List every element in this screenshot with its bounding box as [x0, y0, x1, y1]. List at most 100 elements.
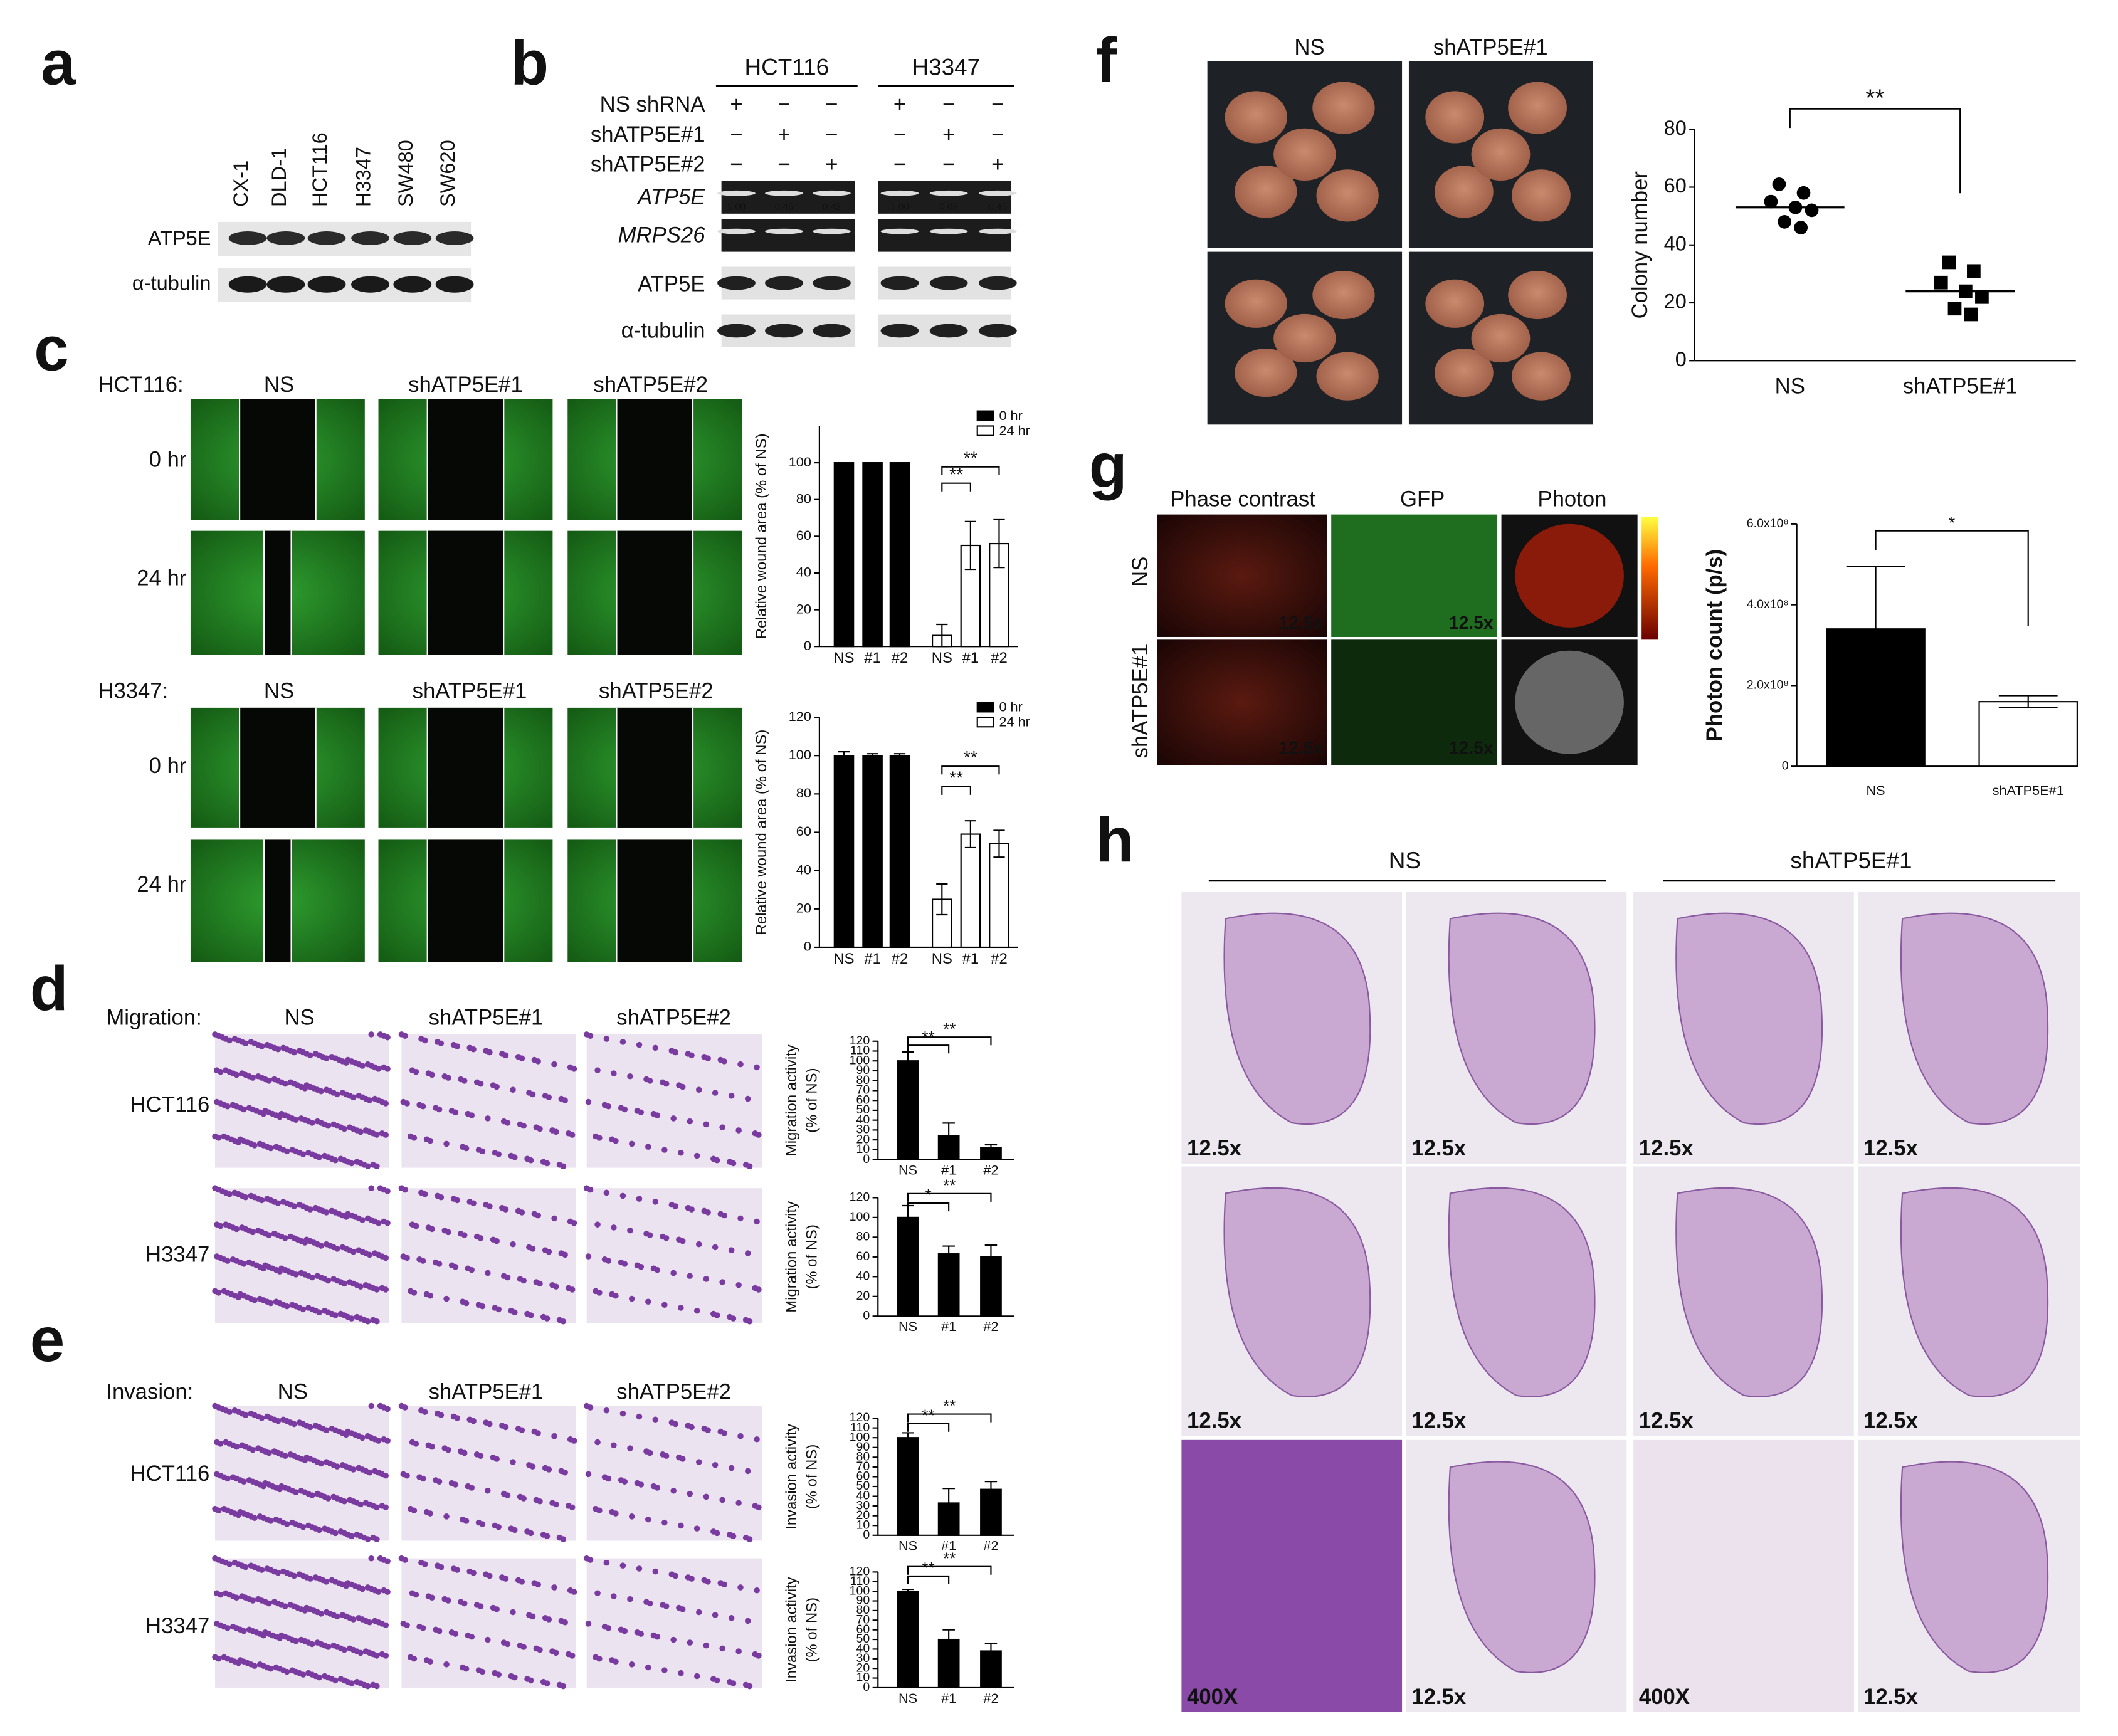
- cell: [302, 1457, 308, 1464]
- cell: [693, 1308, 700, 1314]
- cell: [461, 1449, 468, 1456]
- significance-bracket: [941, 482, 971, 492]
- panel-letter: d: [30, 954, 68, 1024]
- y-tick-label: 100: [850, 1584, 870, 1597]
- cell: [343, 1060, 349, 1066]
- lung-lobe: [1508, 270, 1567, 320]
- cell: [436, 1478, 443, 1485]
- cell: [374, 1683, 380, 1690]
- panel-letter: a: [41, 29, 76, 98]
- cell: [283, 1303, 290, 1310]
- cell: [413, 1223, 419, 1229]
- cell: [520, 1644, 527, 1650]
- cell: [535, 1058, 541, 1065]
- band: [266, 276, 305, 293]
- wound-gap: [616, 399, 693, 520]
- y-tick-label: 90: [856, 1440, 870, 1454]
- cell: [233, 1443, 240, 1450]
- cell: [282, 1603, 288, 1609]
- cell: [721, 1212, 727, 1219]
- cell: [421, 1191, 428, 1197]
- lung-lobe: [1471, 128, 1531, 181]
- cell: [334, 1463, 340, 1470]
- cell: [569, 1132, 576, 1138]
- cell: [291, 1421, 297, 1428]
- significance-label: **: [943, 1549, 956, 1567]
- cell: [436, 1261, 443, 1267]
- error-bar: [984, 1481, 998, 1498]
- wound-gap: [427, 530, 504, 655]
- y-tick-label: 100: [789, 747, 811, 762]
- y-tick-label: 70: [856, 1460, 870, 1473]
- cell: [646, 1078, 653, 1084]
- cell: [233, 1071, 240, 1078]
- cell: [384, 1066, 391, 1072]
- data-point: [1975, 290, 1989, 304]
- cell: [688, 1424, 695, 1431]
- error-bar: [867, 753, 878, 759]
- magnification-label: 12.5x: [1279, 613, 1324, 633]
- cell: [384, 1188, 391, 1194]
- cell: [596, 1290, 603, 1296]
- cell: [510, 1241, 516, 1248]
- cell: [654, 1485, 661, 1491]
- cell: [594, 1439, 601, 1446]
- cell: [318, 1460, 324, 1467]
- transwell-image: [401, 1558, 576, 1688]
- cell: [384, 1589, 391, 1595]
- cell: [728, 1247, 735, 1253]
- x-tick-label: #1: [941, 1162, 956, 1177]
- magnification-label: 12.5x: [1449, 613, 1494, 633]
- significance-bracket: [1875, 530, 2029, 626]
- condition-label: shATP5E#2: [616, 1006, 731, 1030]
- bar: [937, 1638, 960, 1689]
- sign: +: [942, 123, 955, 147]
- cell: [277, 1113, 283, 1120]
- cell: [224, 1475, 231, 1482]
- cell: [382, 1622, 389, 1629]
- cell: [585, 1253, 592, 1260]
- condition-label: shATP5E#1: [408, 373, 523, 397]
- cell: [226, 1561, 233, 1567]
- cell: [402, 1404, 408, 1411]
- cell: [553, 1649, 559, 1656]
- cell: [756, 1132, 762, 1138]
- cell: [735, 1648, 742, 1654]
- y-tick-label: 100: [850, 1053, 870, 1067]
- x-tick-label: #2: [991, 950, 1008, 967]
- condition-label: NS: [284, 1006, 314, 1030]
- y-tick-label: 100: [850, 1210, 870, 1224]
- cell: [679, 1456, 686, 1462]
- cell: [470, 1570, 477, 1576]
- cell: [627, 1227, 633, 1234]
- cell: [594, 1221, 601, 1228]
- cell: [661, 1519, 668, 1526]
- y-tick-label: 0: [1675, 348, 1687, 371]
- cell: [375, 1589, 382, 1595]
- cell: [495, 1671, 502, 1678]
- cell: [242, 1040, 249, 1046]
- treatment-label: NS shRNA: [600, 93, 706, 117]
- magnification-label: 12.5x: [1863, 1685, 1919, 1709]
- cell: [419, 1625, 426, 1631]
- cell-line-label: H3347: [145, 1243, 209, 1266]
- cell: [696, 1609, 702, 1616]
- cell: [384, 1438, 391, 1444]
- gel-row-label: MRPS26: [618, 223, 706, 247]
- condition-label: NS: [278, 1381, 308, 1404]
- wound-gap: [616, 839, 693, 962]
- band: [929, 228, 968, 234]
- y-tick-label: 20: [856, 1508, 870, 1522]
- cell: [495, 1523, 502, 1530]
- cell: [587, 1186, 594, 1193]
- bar: [833, 462, 855, 648]
- cell: [688, 1576, 695, 1582]
- cell: [746, 1536, 753, 1542]
- cell: [504, 1641, 511, 1648]
- cell: [375, 1220, 382, 1226]
- cell: [613, 1137, 619, 1144]
- y-tick-label: 100: [850, 1430, 870, 1444]
- y-tick-label: 20: [796, 900, 811, 916]
- cell: [364, 1683, 371, 1690]
